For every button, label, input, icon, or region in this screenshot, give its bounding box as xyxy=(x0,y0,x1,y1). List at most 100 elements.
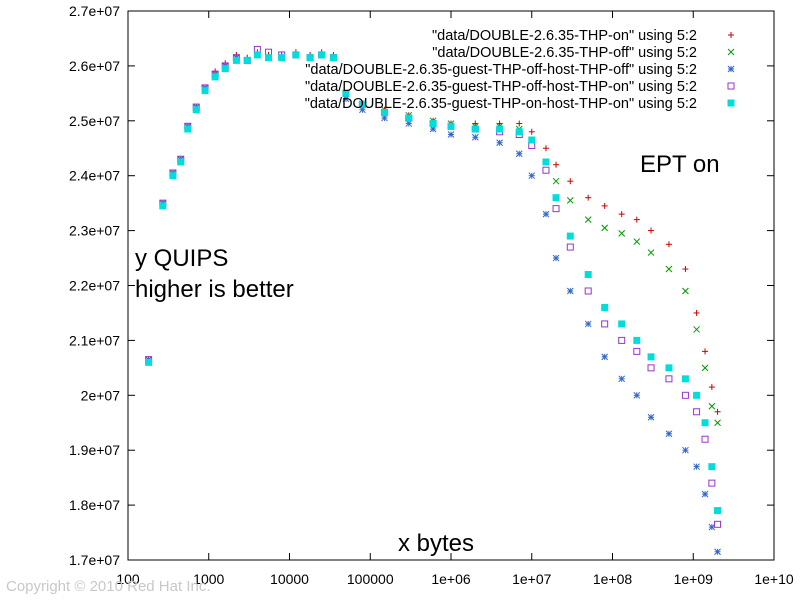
data-point-series-2 xyxy=(601,224,609,232)
data-point-series-4 xyxy=(584,287,592,295)
legend-marker xyxy=(728,32,734,38)
data-point-series-1 xyxy=(567,178,574,185)
data-point-series-2 xyxy=(552,177,560,185)
data-point-series-5 xyxy=(647,353,655,361)
legend-entry-label: "data/DOUBLE-2.6.35-THP-off" using 5:2 xyxy=(432,45,697,61)
data-point-series-4 xyxy=(701,435,709,443)
data-point-series-1 xyxy=(633,216,640,223)
legend-marker xyxy=(727,65,735,73)
data-point-series-5 xyxy=(177,158,185,166)
data-point-series-5 xyxy=(292,51,300,59)
data-point-series-4 xyxy=(552,205,560,213)
data-point-series-5 xyxy=(265,54,273,62)
data-point-series-3 xyxy=(471,133,479,141)
legend-entry-label: "data/DOUBLE-2.6.35-guest-THP-off-host-T… xyxy=(305,79,697,95)
data-point-series-1 xyxy=(601,202,608,209)
x-tick-label: 1e+06 xyxy=(431,571,471,587)
data-point-series-3 xyxy=(647,413,655,421)
legend-marker xyxy=(727,82,735,90)
data-point-series-5 xyxy=(693,391,701,399)
data-point-series-5 xyxy=(708,463,716,471)
x-tick-label: 100 xyxy=(116,571,140,587)
y-tick-label: 2.6e+07 xyxy=(69,58,120,74)
y-tick-label: 1.7e+07 xyxy=(69,552,120,568)
data-point-series-5 xyxy=(471,125,479,133)
data-point-series-5 xyxy=(243,56,251,64)
x-tick-label: 1e+10 xyxy=(754,571,794,587)
data-point-series-5 xyxy=(618,320,626,328)
data-points xyxy=(145,45,722,556)
data-point-series-2 xyxy=(618,229,626,237)
data-point-series-2 xyxy=(633,238,641,245)
data-point-series-2 xyxy=(693,326,700,333)
data-point-series-2 xyxy=(647,249,655,256)
data-point-series-2 xyxy=(682,287,689,295)
y-tick-label: 2.1e+07 xyxy=(69,332,120,348)
data-point-series-4 xyxy=(633,347,641,355)
data-point-series-5 xyxy=(380,109,388,117)
data-point-series-5 xyxy=(584,271,592,279)
data-point-series-5 xyxy=(169,172,177,180)
data-point-series-3 xyxy=(566,287,574,295)
y-tick-label: 1.8e+07 xyxy=(69,497,120,513)
data-point-series-5 xyxy=(278,54,286,62)
data-point-series-4 xyxy=(542,166,550,174)
data-point-series-3 xyxy=(528,172,536,180)
data-point-series-3 xyxy=(496,139,503,147)
data-point-series-5 xyxy=(221,65,229,73)
data-point-series-5 xyxy=(232,56,240,64)
x-tick-label: 1e+09 xyxy=(674,571,714,587)
data-point-series-5 xyxy=(201,87,209,95)
data-point-series-5 xyxy=(552,194,560,202)
x-axis-label: x bytes xyxy=(398,530,474,557)
data-point-series-4 xyxy=(693,408,701,416)
y-tick-label: 1.9e+07 xyxy=(69,442,120,458)
annotation-y-quips: y QUIPS xyxy=(135,245,228,272)
data-point-series-1 xyxy=(708,384,715,391)
y-tick-label: 2.2e+07 xyxy=(69,278,120,294)
data-point-series-3 xyxy=(714,548,721,556)
data-point-series-5 xyxy=(447,122,455,130)
data-point-series-1 xyxy=(553,161,560,168)
data-point-series-3 xyxy=(618,375,626,383)
data-point-series-5 xyxy=(542,158,550,166)
y-tick-label: 2.5e+07 xyxy=(69,113,120,129)
annotation-higher-is-better: higher is better xyxy=(135,276,294,303)
data-point-series-5 xyxy=(566,232,574,240)
data-point-series-2 xyxy=(665,265,673,273)
data-point-series-1 xyxy=(585,194,592,201)
x-tick-label: 10000 xyxy=(270,571,309,587)
data-point-series-1 xyxy=(693,309,700,316)
y-tick-label: 2e+07 xyxy=(81,387,121,403)
data-point-series-3 xyxy=(665,430,673,438)
data-point-series-5 xyxy=(429,120,437,128)
axis-ticks: 100 1000 10000 100000 1e+06 1e+07 1e+08 1e+09 1e… xyxy=(69,3,794,587)
data-point-series-4 xyxy=(647,364,655,372)
data-point-series-3 xyxy=(584,320,592,328)
legend-marker xyxy=(727,48,735,56)
data-point-series-5 xyxy=(358,100,366,108)
y-tick-label: 2.3e+07 xyxy=(69,223,120,239)
data-point-series-4 xyxy=(708,479,716,487)
data-point-series-5 xyxy=(184,125,192,133)
legend-entry-label: "data/DOUBLE-2.6.35-guest-THP-off-host-T… xyxy=(305,62,697,78)
legend-entry-label: "data/DOUBLE-2.6.35-guest-THP-on-host-TH… xyxy=(305,96,697,112)
data-point-series-5 xyxy=(496,125,504,133)
data-point-series-5 xyxy=(211,73,219,81)
data-point-series-1 xyxy=(618,211,625,218)
data-point-series-5 xyxy=(633,336,641,344)
annotation-ept-on: EPT on xyxy=(640,151,720,178)
data-point-series-1 xyxy=(516,120,523,127)
legend-entry-label: "data/DOUBLE-2.6.35-THP-on" using 5:2 xyxy=(432,28,697,44)
legend: "data/DOUBLE-2.6.35-THP-on" using 5:2"da… xyxy=(305,28,735,112)
y-tick-label: 2.4e+07 xyxy=(69,168,120,184)
data-point-series-5 xyxy=(253,51,261,59)
data-point-series-5 xyxy=(342,89,350,97)
data-point-series-2 xyxy=(566,197,574,204)
data-point-series-4 xyxy=(714,520,722,528)
data-point-series-2 xyxy=(708,402,716,410)
data-point-series-5 xyxy=(515,128,523,136)
data-point-series-3 xyxy=(701,490,709,498)
data-point-series-4 xyxy=(665,375,673,383)
